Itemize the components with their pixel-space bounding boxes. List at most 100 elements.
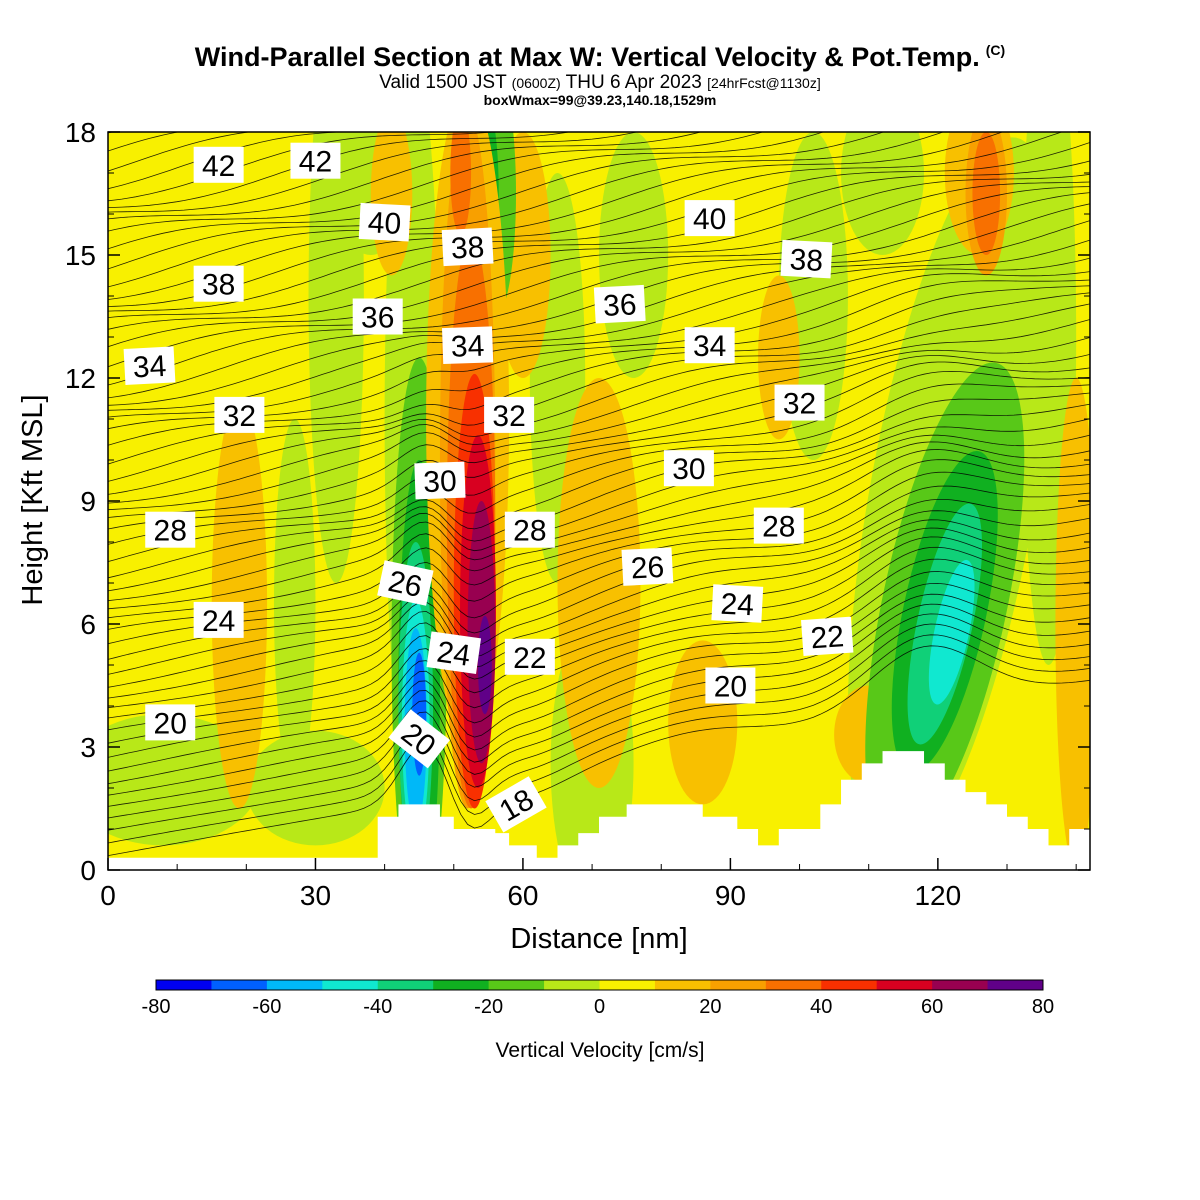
colorbar-swatch	[932, 980, 989, 990]
contour-label: 28	[145, 511, 196, 548]
contour-label-box	[593, 284, 646, 324]
contour-label-text: 34	[132, 350, 167, 385]
velocity-cell	[668, 640, 738, 805]
contour-label-box	[711, 584, 764, 623]
contour-label: 26	[621, 547, 674, 586]
colorbar-swatch	[544, 980, 600, 990]
contour-label: 38	[193, 265, 244, 302]
contour-label-text: 32	[492, 400, 525, 433]
x-tick-label: 120	[914, 880, 961, 911]
isentrope	[108, 645, 1090, 856]
contour-label: 20	[145, 704, 196, 741]
isentrope	[108, 546, 1090, 744]
contour-label-box	[193, 265, 244, 302]
contour-label-box	[377, 560, 434, 606]
isentrope	[108, 132, 1004, 300]
isentrope	[108, 303, 1090, 495]
contour-label-box	[621, 547, 674, 586]
y-tick-label: 0	[80, 855, 96, 886]
contour-label-box	[358, 202, 411, 242]
contour-label-box	[484, 396, 535, 433]
contour-label-box	[193, 601, 244, 638]
contour-label-text: 20	[154, 707, 187, 740]
contour-label-box	[705, 667, 756, 704]
chart-title: Wind-Parallel Section at Max W: Vertical…	[0, 42, 1200, 73]
y-tick-label: 3	[80, 732, 96, 763]
contour-label: 40	[358, 202, 411, 242]
isentrope	[108, 361, 1090, 530]
colorbar-swatch	[156, 980, 212, 990]
isentrope	[108, 337, 1090, 511]
colorbar-swatch	[710, 980, 767, 990]
isentrope	[108, 499, 1090, 688]
x-tick-label: 0	[100, 880, 116, 911]
isentrope	[108, 459, 1090, 645]
contour-label: 28	[504, 511, 555, 548]
colorbar-swatch	[765, 980, 822, 990]
contour-label: 22	[504, 638, 555, 675]
contour-label-text: 40	[367, 206, 402, 241]
isentrope	[108, 132, 1063, 307]
colorbar-frame	[155, 979, 1044, 991]
y-tick-label: 15	[65, 240, 96, 271]
contour-label-text: 20	[714, 671, 747, 704]
contour-label-box	[145, 704, 196, 741]
isentrope	[108, 132, 639, 213]
isentrope	[108, 285, 1090, 465]
contour-label-text: 38	[450, 231, 485, 266]
isentrope	[108, 186, 1090, 368]
colorbar-label: Vertical Velocity [cm/s]	[496, 1039, 705, 1062]
contour-label: 26	[377, 560, 434, 606]
contour-labels: 42 42 40 38 40 38 38 36 36 34 34 34 32 32 32 30 30 28 28 28…	[123, 142, 854, 833]
contour-label-text: 30	[672, 453, 705, 486]
velocity-cell	[246, 730, 385, 846]
isentrope	[108, 160, 1090, 318]
isentrope	[108, 181, 1090, 348]
contour-label-box	[426, 631, 482, 675]
colorbar-tick-label: 80	[1032, 996, 1054, 1018]
velocity-cell	[928, 559, 975, 705]
contour-label-box	[774, 384, 825, 421]
isentrope	[108, 354, 1090, 518]
contour-label-text: 32	[223, 400, 256, 433]
colorbar-tick-label: -20	[474, 996, 503, 1018]
y-tick-label: 12	[65, 363, 96, 394]
contour-label-text: 28	[762, 511, 795, 544]
isentrope	[108, 471, 1090, 660]
contour-label-text: 40	[693, 203, 726, 236]
contour-label-text: 24	[435, 636, 473, 673]
contour-label-text: 28	[513, 515, 546, 548]
contour-label-box	[663, 450, 714, 487]
contour-label: 42	[193, 146, 244, 183]
x-tick-label: 30	[300, 880, 331, 911]
y-tick-label: 9	[80, 486, 96, 517]
isentrope	[108, 173, 1090, 330]
isentrope	[108, 132, 702, 220]
x-tick-label: 90	[715, 880, 746, 911]
vertical-velocity-field	[108, 132, 1090, 870]
isentrope	[108, 132, 572, 208]
isentrope	[108, 383, 1090, 562]
y-axis-label: Height [Kft MSL]	[17, 394, 49, 605]
colorbar-tick-label: -60	[252, 996, 281, 1018]
contour-label: 24	[426, 631, 482, 675]
isentrope	[108, 319, 1090, 504]
velocity-cell	[308, 132, 364, 583]
contour-label-box	[145, 511, 196, 548]
contour-label: 36	[352, 298, 403, 335]
contour-label-text: 34	[450, 330, 485, 364]
isentrope	[108, 623, 1090, 831]
contour-label-text: 32	[783, 388, 816, 421]
terrain-profile	[108, 751, 1090, 870]
isentrope	[108, 132, 351, 190]
contour-label-text: 38	[202, 269, 235, 302]
isentrope	[108, 434, 1090, 610]
isentrope	[108, 418, 1090, 602]
colorbar-swatch	[821, 980, 878, 990]
contour-label-text: 24	[202, 605, 235, 638]
contour-label-text: 42	[299, 146, 332, 179]
box-wmax-info: boxWmax=99@39.23,140.18,1529m	[483, 92, 717, 108]
isentrope	[108, 132, 497, 202]
forecast-info: [24hrFcst@1130z]	[707, 75, 821, 91]
contour-label-text: 30	[423, 465, 458, 499]
